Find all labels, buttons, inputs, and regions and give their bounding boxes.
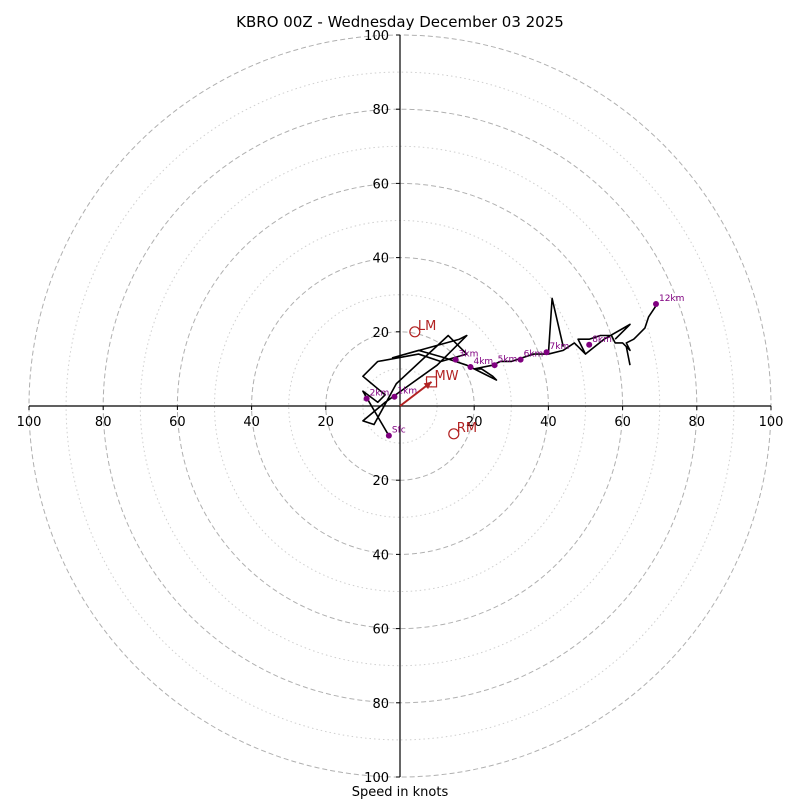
y-tick-label: 100: [364, 29, 389, 44]
x-tick-label: 100: [759, 415, 784, 430]
hodograph-line: [362, 305, 657, 437]
height-point: [586, 341, 593, 348]
height-point-label: 5km: [498, 355, 518, 365]
chart-title: KBRO 00Z - Wednesday December 03 2025: [236, 13, 564, 31]
x-tick-label: 80: [689, 415, 706, 430]
tick-labels: 100 80 60 40 20 20 40 60 80 100 100 80 60 40 20 20 40 60 8…: [17, 29, 784, 786]
hodograph-segment: [625, 346, 631, 366]
motion-marker-circle: [409, 326, 421, 338]
x-tick-label: 100: [17, 415, 42, 430]
height-point-label: 6km: [524, 350, 544, 360]
y-tick-label: 40: [372, 548, 389, 563]
height-point-label: Sfc: [392, 426, 406, 436]
height-point-label: 1km: [397, 387, 417, 397]
x-tick-label: 80: [95, 415, 112, 430]
height-point: [452, 356, 459, 363]
y-tick-label: 20: [372, 474, 389, 489]
hodograph-segment: [547, 297, 565, 355]
x-tick-label: 60: [169, 415, 186, 430]
x-tick-label: 40: [540, 415, 557, 430]
height-point: [491, 362, 498, 369]
storm-motion: LM RM MW: [399, 319, 477, 440]
y-tick-label: 60: [372, 623, 389, 638]
height-point-label: 4km: [473, 357, 493, 367]
x-axis-label: Speed in knots: [352, 785, 449, 800]
motion-label: LM: [418, 319, 436, 334]
hodograph-segment: [585, 323, 631, 355]
height-point-label: 2km: [370, 389, 390, 399]
height-point-label: 8km: [592, 335, 612, 345]
height-point: [543, 349, 550, 356]
x-tick-label: 60: [614, 415, 631, 430]
hodograph-trace: [362, 297, 657, 437]
y-tick-label: 60: [372, 177, 389, 192]
height-point: [363, 395, 370, 402]
height-point: [385, 432, 392, 439]
height-point: [467, 364, 474, 371]
height-point-label: 12km: [659, 294, 684, 304]
height-point-label: 3km: [459, 350, 479, 360]
y-tick-label: 40: [372, 252, 389, 267]
height-point: [652, 300, 659, 307]
height-point: [391, 393, 398, 400]
y-tick-label: 20: [372, 326, 389, 341]
x-tick-label: 40: [243, 415, 260, 430]
x-tick-label: 20: [318, 415, 335, 430]
height-point: [517, 356, 524, 363]
motion-vector-arrowhead: [423, 381, 432, 390]
motion-label: MW: [435, 369, 459, 384]
motion-marker-circle: [448, 428, 460, 440]
y-tick-label: 80: [372, 697, 389, 712]
motion-marker-square: [425, 376, 438, 388]
x-tick-label: 20: [466, 415, 483, 430]
height-point-label: 7km: [550, 342, 570, 352]
y-tick-label: 100: [364, 771, 389, 786]
y-tick-label: 80: [372, 103, 389, 118]
motion-label: RM: [457, 421, 477, 436]
